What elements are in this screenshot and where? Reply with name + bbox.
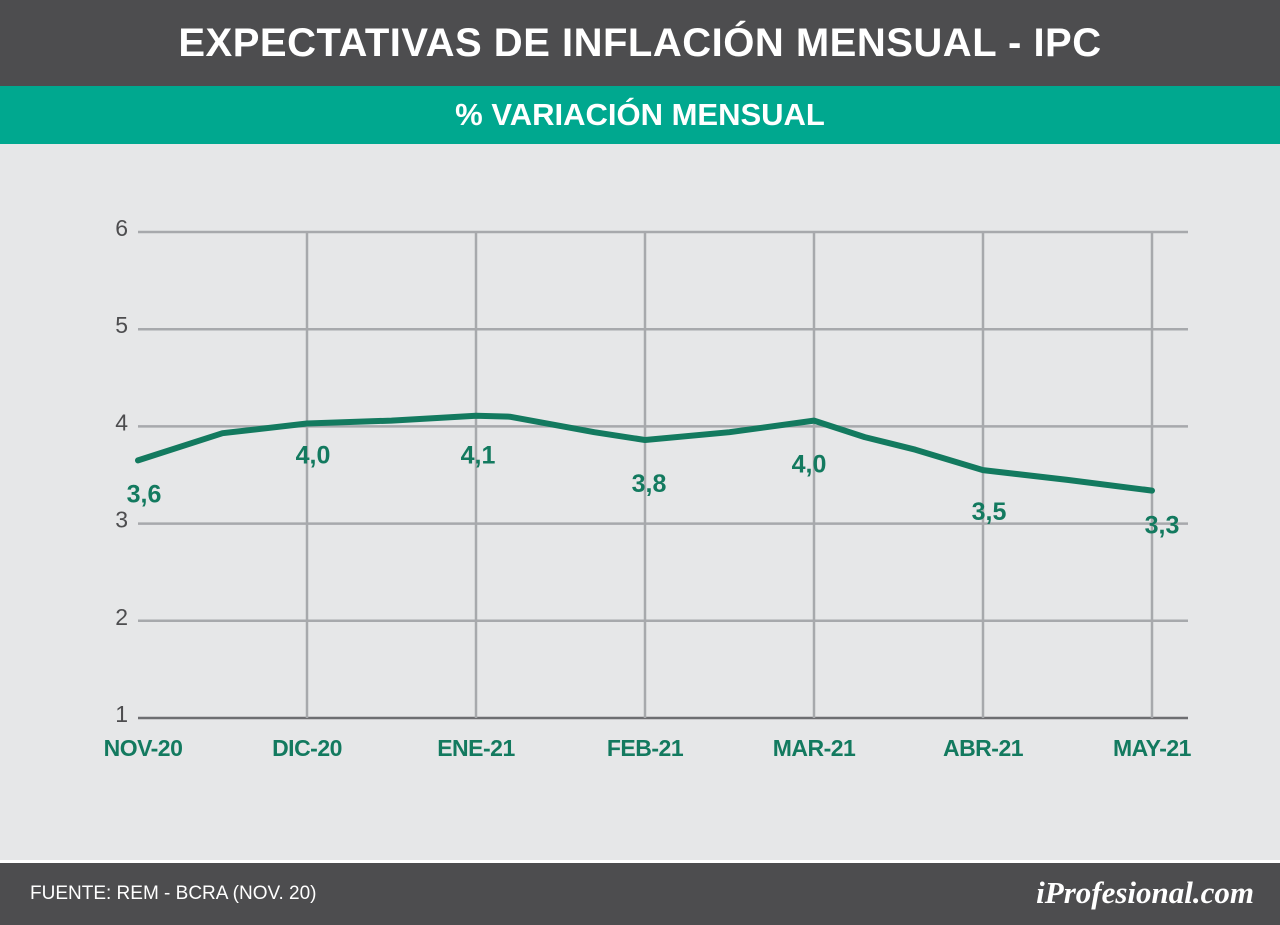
- chart-subtitle: % VARIACIÓN MENSUAL: [455, 97, 825, 132]
- data-label: 3,3: [1145, 512, 1180, 540]
- data-label: 4,0: [296, 441, 331, 469]
- footer: FUENTE: REM - BCRA (NOV. 20) iProfesiona…: [0, 863, 1280, 925]
- y-tick-label: 3: [115, 507, 128, 533]
- x-tick-label: ABR-21: [943, 735, 1024, 761]
- x-tick-label: ENE-21: [437, 735, 515, 761]
- y-tick-label: 2: [115, 604, 128, 630]
- series-line: [135, 412, 1155, 494]
- x-tick-label: NOV-20: [104, 735, 183, 761]
- line-chart: 1 2 3 4 5 6 NOV-20 DIC-20 ENE-21 FEB-21 MAR-21 ABR-…: [104, 215, 1193, 761]
- title-bar: EXPECTATIVAS DE INFLACIÓN MENSUAL - IPC: [0, 0, 1280, 86]
- data-label: 3,5: [972, 498, 1007, 526]
- x-tick-label: MAR-21: [773, 735, 856, 761]
- chart-title: EXPECTATIVAS DE INFLACIÓN MENSUAL - IPC: [178, 20, 1102, 65]
- data-label: 4,1: [461, 442, 496, 470]
- y-tick-label: 1: [115, 701, 128, 727]
- x-tick-label: DIC-20: [272, 735, 342, 761]
- y-tick-label: 6: [115, 215, 128, 241]
- chart-area: 1 2 3 4 5 6 NOV-20 DIC-20 ENE-21 FEB-21 MAR-21 ABR-…: [0, 144, 1280, 862]
- brand-logo: iProfesional.com: [1036, 875, 1254, 910]
- source-note: FUENTE: REM - BCRA (NOV. 20): [30, 883, 317, 904]
- footer-divider: [0, 860, 1280, 863]
- data-label: 3,6: [127, 480, 162, 508]
- x-tick-label: FEB-21: [607, 735, 684, 761]
- subtitle-bar: % VARIACIÓN MENSUAL: [0, 86, 1280, 144]
- data-label: 3,8: [632, 470, 667, 498]
- y-tick-label: 5: [115, 312, 128, 338]
- y-tick-label: 4: [115, 409, 128, 435]
- x-tick-label: MAY-21: [1113, 735, 1192, 761]
- data-label: 4,0: [792, 451, 827, 479]
